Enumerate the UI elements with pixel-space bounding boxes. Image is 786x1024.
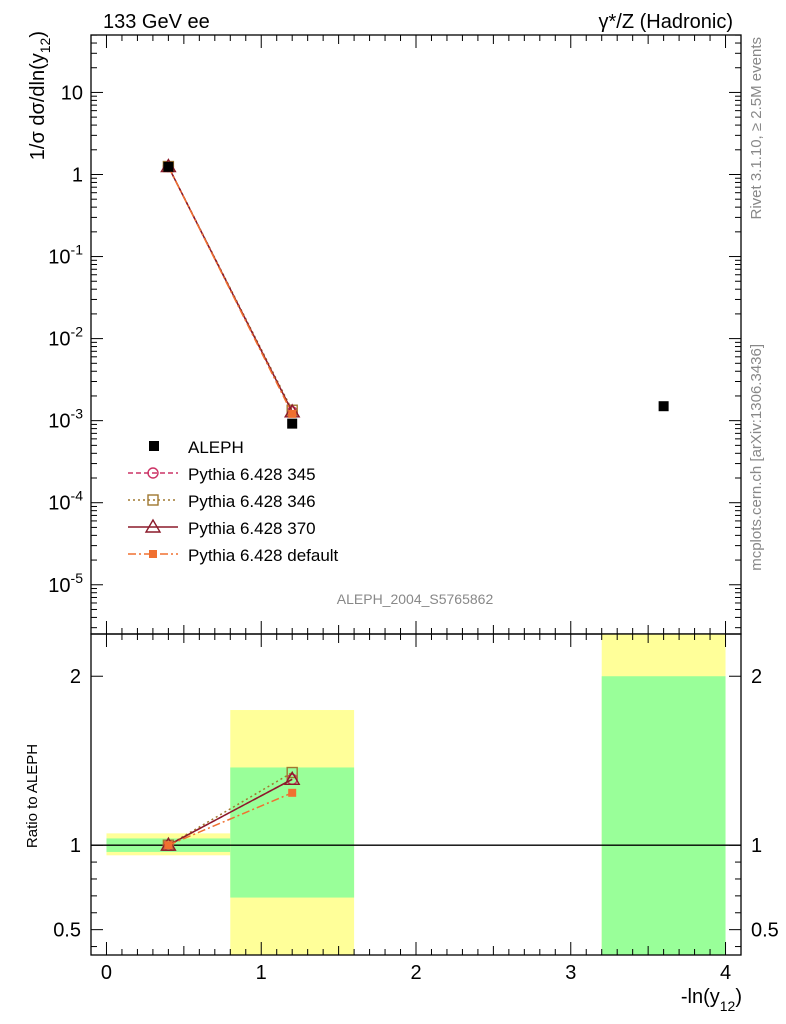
tick-exponent: -1 [71, 242, 84, 258]
main-series-line [167, 166, 293, 413]
main-series-marker [288, 409, 297, 418]
title-right-suffix: (Hadronic) [634, 11, 733, 33]
main-y-tick-label: 10 [61, 82, 83, 104]
legend-marker [144, 518, 162, 533]
tick-exponent: -3 [71, 406, 84, 422]
main-y-tick-label: 10-4 [48, 488, 83, 515]
legend-label: Pythia 6.428 346 [188, 492, 316, 511]
mcplots-label: mcplots.cern.ch [arXiv:1306.3436] [748, 344, 765, 571]
ratio-plot: 0 1 2 3 4 0.5 0.5 1 1 2 2 [53, 633, 779, 984]
main-y-tick-label: 10-3 [48, 406, 83, 433]
tick-exponent: -4 [71, 488, 84, 504]
tick-exponent: -2 [71, 324, 84, 340]
rivet-label: Rivet 3.1.10, ≥ 2.5M events [748, 37, 765, 220]
legend-label: Pythia 6.428 345 [188, 465, 316, 484]
data-point [658, 401, 669, 412]
main-y-tick-label: 1 [72, 164, 83, 186]
ratio-band-green [230, 767, 355, 898]
main-y-tick-label: 10-1 [48, 242, 83, 269]
tick-base: 10 [48, 329, 70, 351]
tick-exponent: -5 [71, 570, 84, 586]
ratio-series-line [168, 792, 293, 846]
title-left: 133 GeV ee [103, 11, 210, 33]
legend-marker [149, 550, 157, 558]
ratio-y-tick-label: 0.5 [53, 920, 81, 942]
analysis-id: ALEPH_2004_S5765862 [337, 591, 494, 607]
title-right: γ*/Z (Hadronic) [599, 11, 733, 33]
title-right-main: γ*/Z [599, 11, 635, 33]
ratio-y-tick-label-right: 0.5 [751, 920, 779, 942]
legend-marker-data [149, 441, 159, 451]
legend-label-data: ALEPH [188, 438, 244, 457]
ratio-series-line [168, 771, 293, 846]
main-series-line [167, 166, 293, 415]
tick-base: 10 [48, 411, 70, 433]
ratio-y-tick-label-right: 2 [751, 666, 762, 688]
tick-base: 10 [48, 493, 70, 515]
legend-marker [147, 467, 159, 479]
legend: ALEPH Pythia 6.428 345 Pythia 6.428 346 Pyt… [128, 438, 339, 565]
main-y-tick-label: 10-2 [48, 324, 83, 351]
legend-label: Pythia 6.428 default [188, 546, 339, 565]
x-tick-label: 0 [101, 962, 112, 984]
ratio-series-line [168, 778, 293, 846]
main-y-tick-label: 10-5 [48, 570, 83, 597]
ratio-y-axis-title: Ratio to ALEPH [24, 744, 41, 848]
legend-label: Pythia 6.428 370 [188, 519, 316, 538]
x-tick-label: 2 [410, 962, 421, 984]
main-frame [90, 34, 742, 635]
ratio-series-marker [164, 841, 173, 850]
x-axis-title: -ln(y12) [681, 986, 742, 1014]
x-tick-label: 3 [565, 962, 576, 984]
data-point [287, 418, 298, 429]
x-tick-label: 1 [256, 962, 267, 984]
ratio-series-marker [288, 788, 297, 797]
ratio-y-tick-label: 2 [70, 666, 81, 688]
ratio-y-tick-label: 1 [70, 835, 81, 857]
ratio-band-green [601, 676, 726, 955]
legend-marker [147, 494, 159, 506]
tick-base: 10 [48, 575, 70, 597]
ratio-series-marker [283, 770, 301, 785]
x-tick-label: 4 [720, 962, 731, 984]
data-point [163, 161, 174, 172]
ratio-series-marker [286, 766, 298, 779]
tick-base: 10 [48, 247, 70, 269]
main-y-axis-title: 1/σ dσ/dln(y12) [27, 31, 53, 160]
ratio-y-tick-label-right: 1 [751, 835, 762, 857]
